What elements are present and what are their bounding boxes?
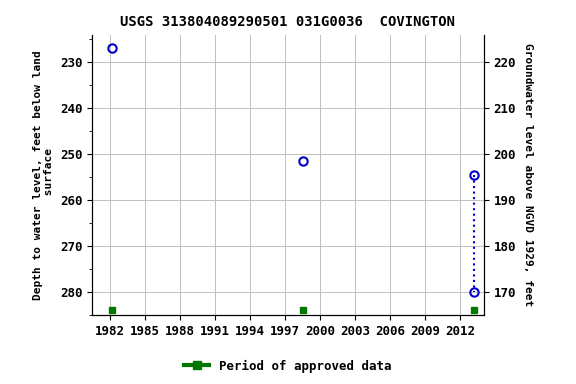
Y-axis label: Groundwater level above NGVD 1929, feet: Groundwater level above NGVD 1929, feet [523, 43, 533, 306]
Title: USGS 313804089290501 031G0036  COVINGTON: USGS 313804089290501 031G0036 COVINGTON [120, 15, 456, 29]
Legend: Period of approved data: Period of approved data [179, 355, 397, 378]
Y-axis label: Depth to water level, feet below land
 surface: Depth to water level, feet below land su… [33, 50, 54, 300]
